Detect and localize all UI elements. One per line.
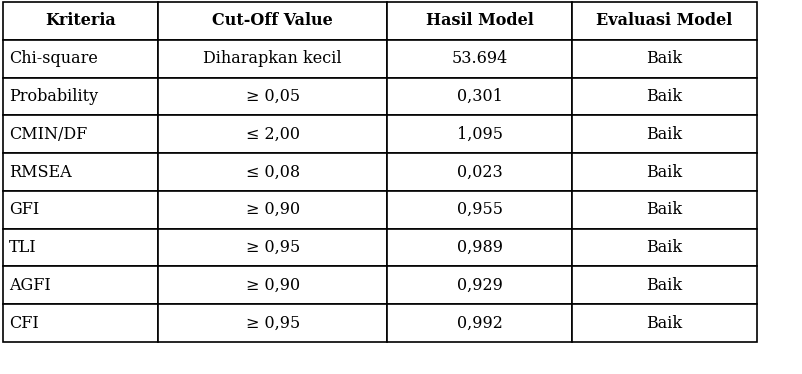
Polygon shape [573,40,757,77]
Text: Kriteria: Kriteria [45,12,115,30]
Text: Baik: Baik [646,50,683,67]
Text: 0,989: 0,989 [457,239,503,256]
Polygon shape [158,77,387,115]
Text: CMIN/DF: CMIN/DF [9,126,87,143]
Polygon shape [3,153,158,191]
Polygon shape [158,191,387,229]
Text: ≥ 0,95: ≥ 0,95 [245,239,300,256]
Text: TLI: TLI [9,239,37,256]
Polygon shape [158,304,387,342]
Polygon shape [573,2,757,40]
Polygon shape [573,153,757,191]
Text: ≤ 0,08: ≤ 0,08 [245,163,300,181]
Polygon shape [573,115,757,153]
Polygon shape [387,40,573,77]
Text: RMSEA: RMSEA [9,163,71,181]
Text: Evaluasi Model: Evaluasi Model [597,12,733,30]
Polygon shape [387,191,573,229]
Polygon shape [387,115,573,153]
Polygon shape [573,304,757,342]
Polygon shape [387,2,573,40]
Polygon shape [3,229,158,266]
Polygon shape [387,266,573,304]
Polygon shape [158,2,387,40]
Polygon shape [3,304,158,342]
Polygon shape [573,266,757,304]
Text: Baik: Baik [646,315,683,332]
Polygon shape [387,229,573,266]
Text: 1,095: 1,095 [457,126,503,143]
Text: 0,023: 0,023 [457,163,503,181]
Polygon shape [3,77,158,115]
Text: ≥ 0,95: ≥ 0,95 [245,315,300,332]
Text: ≥ 0,90: ≥ 0,90 [245,201,300,218]
Text: ≥ 0,05: ≥ 0,05 [245,88,300,105]
Polygon shape [387,153,573,191]
Text: 53.694: 53.694 [452,50,508,67]
Text: Baik: Baik [646,126,683,143]
Text: Baik: Baik [646,163,683,181]
Text: Diharapkan kecil: Diharapkan kecil [204,50,342,67]
Polygon shape [573,229,757,266]
Text: Probability: Probability [9,88,98,105]
Text: Hasil Model: Hasil Model [426,12,534,30]
Text: Baik: Baik [646,277,683,294]
Text: Baik: Baik [646,88,683,105]
Polygon shape [3,266,158,304]
Text: CFI: CFI [9,315,38,332]
Text: Baik: Baik [646,201,683,218]
Polygon shape [3,191,158,229]
Polygon shape [3,2,158,40]
Polygon shape [158,266,387,304]
Text: 0,992: 0,992 [457,315,503,332]
Polygon shape [158,40,387,77]
Polygon shape [3,115,158,153]
Text: ≥ 0,90: ≥ 0,90 [245,277,300,294]
Text: GFI: GFI [9,201,39,218]
Polygon shape [158,229,387,266]
Polygon shape [3,40,158,77]
Text: ≤ 2,00: ≤ 2,00 [245,126,300,143]
Polygon shape [158,115,387,153]
Polygon shape [573,191,757,229]
Text: Baik: Baik [646,239,683,256]
Polygon shape [158,153,387,191]
Text: Cut-Off Value: Cut-Off Value [213,12,333,30]
Text: Chi-square: Chi-square [9,50,98,67]
Polygon shape [573,77,757,115]
Text: 0,929: 0,929 [457,277,503,294]
Text: AGFI: AGFI [9,277,51,294]
Polygon shape [387,304,573,342]
Text: 0,301: 0,301 [457,88,503,105]
Text: 0,955: 0,955 [457,201,503,218]
Polygon shape [387,77,573,115]
